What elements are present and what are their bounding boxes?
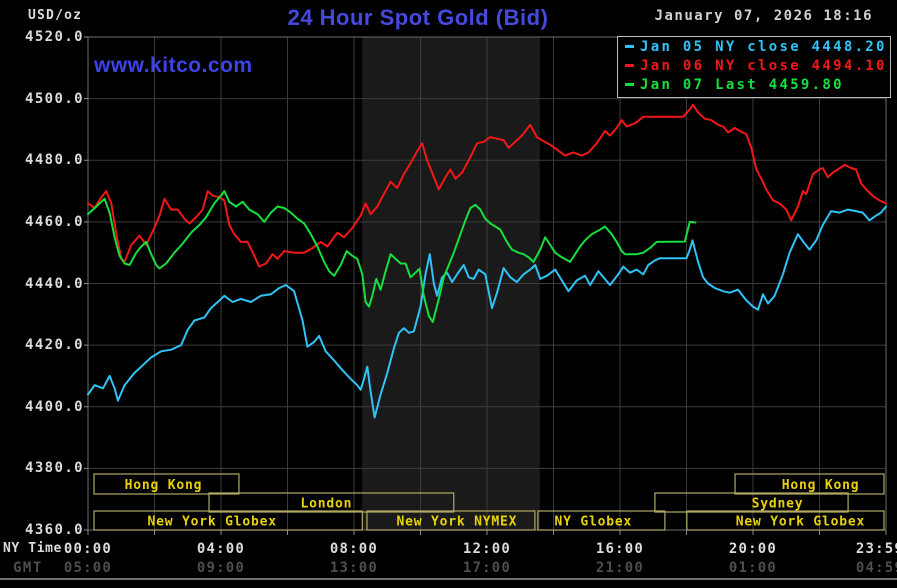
x-axis-label-gmt: 01:00 xyxy=(728,560,778,576)
y-axis-label: 4480.0 xyxy=(25,152,84,169)
y-axis-label: 4380.0 xyxy=(25,460,84,477)
x-axis-label-ny: 12:00 xyxy=(462,541,512,557)
kitco-watermark-link[interactable]: www.kitco.com xyxy=(94,54,253,77)
x-axis-label-gmt: 05:00 xyxy=(63,560,113,576)
x-axis-label-ny: 23:59 xyxy=(855,541,897,557)
session-label: NY Globex xyxy=(555,515,633,530)
series-line-jan05 xyxy=(87,205,887,419)
y-axis-label: 4500.0 xyxy=(25,90,84,107)
legend-dash-icon xyxy=(625,45,634,48)
x-axis-label-ny: 00:00 xyxy=(63,541,113,557)
session-label: New York Globex xyxy=(736,515,865,530)
gmt-axis-label: GMT xyxy=(13,560,43,576)
session-box xyxy=(208,492,455,513)
legend-dash-icon xyxy=(625,83,634,86)
y-axis-label: 4460.0 xyxy=(25,213,84,230)
legend-text: Jan 05 NY close 4448.20 xyxy=(640,38,887,55)
legend-row: Jan 06 NY close 4494.10 xyxy=(618,56,890,75)
legend-row: Jan 05 NY close 4448.20 xyxy=(618,37,890,56)
x-axis-label-ny: 04:00 xyxy=(196,541,246,557)
session-box xyxy=(93,473,240,495)
y-axis-label: 4520.0 xyxy=(25,29,84,45)
x-axis-label-gmt: 21:00 xyxy=(595,560,645,576)
series-line-jan06 xyxy=(87,103,887,268)
x-axis-label-gmt: 17:00 xyxy=(462,560,512,576)
y-axis-label: 4420.0 xyxy=(25,337,84,354)
session-label: New York NYMEX xyxy=(397,515,518,530)
legend-box: Jan 05 NY close 4448.20 Jan 06 NY close 4… xyxy=(617,36,891,98)
session-label: Hong Kong xyxy=(125,478,203,493)
session-label: Hong Kong xyxy=(782,478,860,493)
x-axis-label-gmt: 09:00 xyxy=(196,560,246,576)
x-axis-label-ny: 08:00 xyxy=(329,541,379,557)
y-axis-label: 4360.0 xyxy=(25,522,84,538)
session-label: New York Globex xyxy=(147,515,276,530)
legend-text: Jan 07 Last 4459.80 xyxy=(640,76,844,93)
session-box xyxy=(734,473,885,495)
legend-dash-icon xyxy=(625,64,634,67)
x-axis-label-ny: 20:00 xyxy=(728,541,778,557)
session-label: Sydney xyxy=(752,497,804,512)
ny-time-axis-label: NY Time xyxy=(3,541,62,556)
series-line-jan07 xyxy=(87,190,697,323)
legend-text: Jan 06 NY close 4494.10 xyxy=(640,57,887,74)
session-box xyxy=(366,510,536,531)
y-axis-label: 4400.0 xyxy=(25,398,84,415)
session-label: London xyxy=(301,497,353,512)
session-box xyxy=(93,510,363,531)
y-axis-units-label: USD/oz xyxy=(28,8,83,23)
session-box xyxy=(654,492,849,513)
chart-title: 24 Hour Spot Gold (Bid) xyxy=(287,5,549,30)
x-axis-label-gmt: 04:59 xyxy=(855,560,897,576)
session-box xyxy=(537,510,666,531)
session-box xyxy=(686,510,885,531)
y-axis-label: 4440.0 xyxy=(25,275,84,292)
x-axis-label-gmt: 13:00 xyxy=(329,560,379,576)
bottom-divider xyxy=(0,578,897,580)
legend-row: Jan 07 Last 4459.80 xyxy=(618,75,890,94)
chart-datetime: January 07, 2026 18:16 xyxy=(654,8,873,24)
x-axis-label-ny: 16:00 xyxy=(595,541,645,557)
